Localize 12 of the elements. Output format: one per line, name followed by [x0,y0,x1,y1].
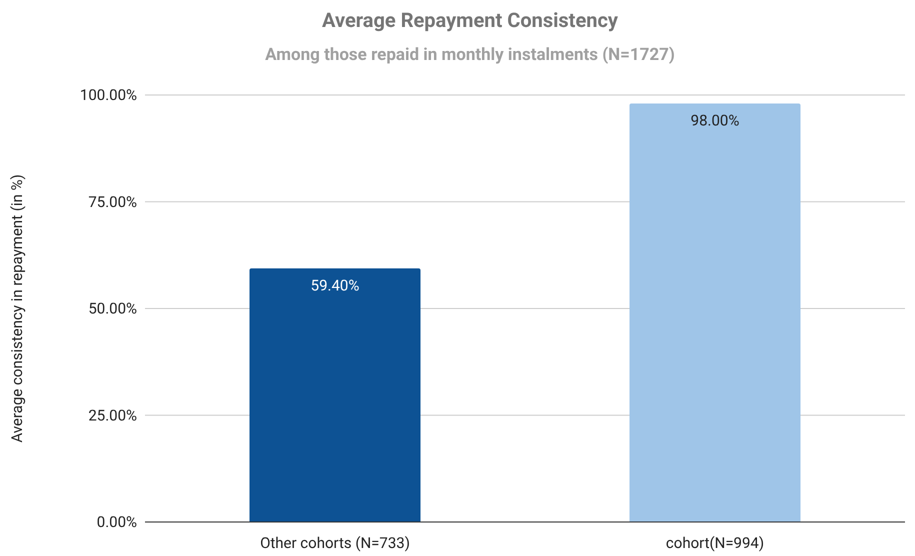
y-tick-label: 50.00% [88,300,138,318]
y-tick-label: 75.00% [88,192,138,211]
data-label: 98.00% [690,112,740,130]
data-label: 59.40% [310,276,360,294]
y-tick-label: 25.00% [88,406,138,424]
y-tick-label: 0.00% [96,513,138,531]
y-axis-title: Average consistency in repayment (in %) [8,174,26,443]
x-tick-label: Other cohorts (N=733) [260,534,410,552]
chart-title: Average Repayment Consistency [322,8,619,32]
chart-subtitle: Among those repaid in monthly instalments (N=1727) [265,45,675,65]
x-tick-label: cohort(N=994) [666,534,764,552]
y-tick-label: 100.00% [80,86,138,104]
